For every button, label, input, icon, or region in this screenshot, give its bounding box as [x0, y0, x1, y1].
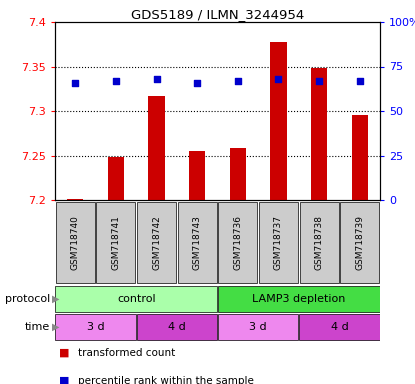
Text: percentile rank within the sample: percentile rank within the sample: [78, 376, 254, 384]
Bar: [56, 314, 136, 339]
Text: ■: ■: [59, 376, 70, 384]
Bar: [218, 286, 380, 311]
Bar: [229, 148, 246, 200]
Title: GDS5189 / ILMN_3244954: GDS5189 / ILMN_3244954: [131, 8, 304, 21]
Bar: [96, 202, 135, 283]
Bar: [137, 202, 176, 283]
Point: [275, 76, 282, 82]
Text: 4 d: 4 d: [168, 322, 186, 332]
Text: protocol: protocol: [5, 294, 50, 304]
Bar: [137, 314, 217, 339]
Bar: [149, 96, 165, 200]
Text: GSM718742: GSM718742: [152, 215, 161, 270]
Bar: [178, 202, 217, 283]
Text: GSM718739: GSM718739: [355, 215, 364, 270]
Bar: [218, 314, 298, 339]
Point: [72, 79, 78, 86]
Point: [194, 79, 200, 86]
Bar: [108, 157, 124, 200]
Bar: [352, 116, 368, 200]
Text: LAMP3 depletion: LAMP3 depletion: [252, 294, 345, 304]
Bar: [311, 68, 327, 200]
Text: GSM718737: GSM718737: [274, 215, 283, 270]
Text: 3 d: 3 d: [87, 322, 105, 332]
Bar: [56, 286, 217, 311]
Bar: [340, 202, 379, 283]
Text: ▶: ▶: [52, 322, 60, 332]
Bar: [270, 41, 287, 200]
Text: control: control: [117, 294, 156, 304]
Text: transformed count: transformed count: [78, 348, 175, 358]
Text: GSM718740: GSM718740: [71, 215, 80, 270]
Bar: [67, 199, 83, 200]
Text: GSM718743: GSM718743: [193, 215, 202, 270]
Text: 3 d: 3 d: [249, 322, 267, 332]
Text: GSM718738: GSM718738: [315, 215, 324, 270]
Bar: [299, 314, 380, 339]
Bar: [300, 202, 339, 283]
Text: 4 d: 4 d: [330, 322, 348, 332]
Text: ■: ■: [59, 348, 70, 358]
Bar: [218, 202, 257, 283]
Point: [153, 76, 160, 82]
Text: time: time: [25, 322, 50, 332]
Point: [112, 78, 119, 84]
Bar: [189, 151, 205, 200]
Bar: [56, 202, 95, 283]
Point: [316, 78, 322, 84]
Point: [356, 78, 363, 84]
Point: [234, 78, 241, 84]
Text: GSM718736: GSM718736: [233, 215, 242, 270]
Text: ▶: ▶: [52, 294, 60, 304]
Text: GSM718741: GSM718741: [112, 215, 120, 270]
Bar: [259, 202, 298, 283]
